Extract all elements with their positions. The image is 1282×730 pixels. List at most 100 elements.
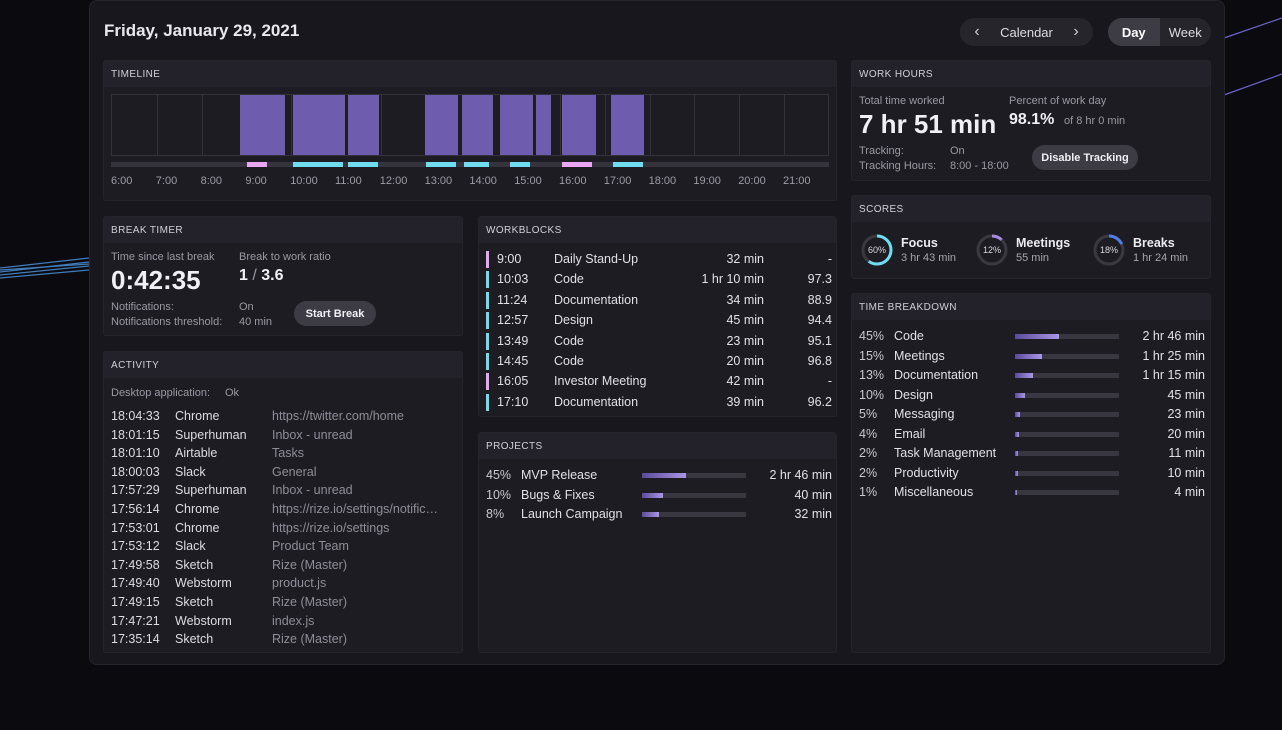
disable-tracking-button[interactable]: Disable Tracking bbox=[1032, 145, 1138, 170]
activity-time: 17:35:14 bbox=[111, 632, 160, 647]
project-row[interactable]: 45% MVP Release 2 hr 46 min bbox=[486, 467, 832, 484]
timeline-workblock-marker bbox=[348, 162, 378, 167]
timeline-activity-block[interactable] bbox=[536, 95, 551, 155]
score-percent: 60% bbox=[867, 245, 886, 255]
notifications-value: On bbox=[239, 301, 254, 313]
workblock-duration: 23 min bbox=[726, 333, 764, 348]
project-row[interactable]: 8% Launch Campaign 32 min bbox=[486, 506, 832, 523]
timeline-gridline bbox=[739, 95, 741, 155]
chevron-left-icon[interactable]: ‹ bbox=[974, 23, 980, 40]
activity-time: 17:56:14 bbox=[111, 502, 160, 516]
scores-title: SCORES bbox=[852, 196, 1210, 222]
break-timer-title: BREAK TIMER bbox=[104, 217, 462, 243]
workblock-duration: 42 min bbox=[726, 374, 764, 389]
view-day-button[interactable]: Day bbox=[1108, 18, 1160, 46]
date-title: Friday, January 29, 2021 bbox=[104, 21, 300, 40]
workblock-row[interactable]: 12:57 Design 45 min 94.4 bbox=[486, 312, 832, 330]
activity-row: 17:53:12 Slack Product Team bbox=[111, 539, 461, 557]
desktop-app-label: Desktop application: bbox=[111, 387, 211, 399]
time-breakdown-row[interactable]: 4% Email 20 min bbox=[859, 426, 1205, 443]
activity-detail: Product Team bbox=[272, 539, 349, 554]
timeline-gridline bbox=[380, 95, 382, 155]
category-percent: 13% bbox=[859, 368, 885, 382]
timeline-activity-block[interactable] bbox=[293, 95, 345, 155]
chevron-right-icon[interactable]: › bbox=[1073, 23, 1079, 40]
view-toggle: Day Week bbox=[1108, 18, 1211, 46]
timeline-activity-block[interactable] bbox=[500, 95, 533, 155]
activity-app: Slack bbox=[175, 464, 206, 479]
timeline-activity-block[interactable] bbox=[240, 95, 285, 155]
category-progress-track bbox=[1015, 490, 1119, 495]
workblock-row[interactable]: 10:03 Code 1 hr 10 min 97.3 bbox=[486, 271, 832, 289]
time-breakdown-row[interactable]: 1% Miscellaneous 4 min bbox=[859, 484, 1205, 501]
score-label: Meetings bbox=[1016, 236, 1071, 250]
workblock-duration: 32 min bbox=[726, 252, 764, 266]
activity-row: 17:53:01 Chrome https://rize.io/settings bbox=[111, 521, 461, 539]
workblock-row[interactable]: 17:10 Documentation 39 min 96.2 bbox=[486, 393, 832, 411]
activity-app: Webstorm bbox=[175, 613, 232, 628]
time-breakdown-row[interactable]: 15% Meetings 1 hr 25 min bbox=[859, 348, 1205, 365]
view-week-button[interactable]: Week bbox=[1168, 24, 1202, 40]
workblock-score: 88.9 bbox=[807, 292, 832, 307]
timeline-gridline bbox=[560, 95, 561, 155]
activity-app: Superhuman bbox=[175, 427, 247, 442]
activity-app: Chrome bbox=[175, 409, 220, 423]
category-duration: 10 min bbox=[1167, 465, 1205, 480]
percent-workday-value: 98.1% bbox=[1009, 111, 1055, 128]
workblock-duration: 45 min bbox=[726, 313, 764, 328]
notifications-threshold-value: 40 min bbox=[239, 316, 273, 328]
activity-row: 17:56:14 Chrome https://rize.io/settings/n… bbox=[111, 502, 461, 520]
timeline-activity-block[interactable] bbox=[611, 95, 644, 155]
timeline-hour-label: 19:00 bbox=[693, 175, 721, 187]
timeline-activity-block[interactable] bbox=[425, 95, 458, 155]
timeline-activity-block[interactable] bbox=[462, 95, 493, 155]
calendar-button[interactable]: Calendar bbox=[1000, 24, 1053, 40]
timeline-activity-block[interactable] bbox=[348, 95, 379, 155]
category-name: Meetings bbox=[894, 348, 945, 363]
workblocks-title: WORKBLOCKS bbox=[479, 217, 836, 243]
workblock-name: Documentation bbox=[554, 394, 639, 409]
time-breakdown-row[interactable]: 5% Messaging 23 min bbox=[859, 406, 1205, 423]
workblock-row[interactable]: 14:45 Code 20 min 96.8 bbox=[486, 353, 832, 370]
activity-time: 17:53:01 bbox=[111, 520, 160, 535]
workblock-row[interactable]: 16:05 Investor Meeting 42 min - bbox=[486, 373, 832, 391]
category-progress-fill bbox=[1015, 412, 1021, 417]
time-breakdown-row[interactable]: 45% Code 2 hr 46 min bbox=[859, 328, 1205, 345]
break-timer-panel: BREAK TIMER Time since last break 0:42:3… bbox=[103, 216, 463, 336]
category-progress-fill bbox=[1015, 334, 1059, 339]
activity-panel: ACTIVITY Desktop application: Ok 18:04:3… bbox=[103, 351, 463, 653]
workblock-duration: 20 min bbox=[726, 354, 764, 368]
activity-app: Sketch bbox=[175, 632, 214, 647]
time-breakdown-row[interactable]: 2% Task Management 11 min bbox=[859, 445, 1205, 462]
activity-time: 18:04:33 bbox=[111, 409, 160, 423]
timeline-hour-label: 6:00 bbox=[111, 175, 133, 187]
time-breakdown-row[interactable]: 13% Documentation 1 hr 15 min bbox=[859, 367, 1205, 384]
workblock-time: 14:45 bbox=[497, 354, 529, 368]
workblock-row[interactable]: 9:00 Daily Stand-Up 32 min - bbox=[486, 251, 832, 268]
projects-title: PROJECTS bbox=[479, 433, 836, 459]
workblock-row[interactable]: 13:49 Code 23 min 95.1 bbox=[486, 332, 832, 350]
time-breakdown-row[interactable]: 2% Productivity 10 min bbox=[859, 465, 1205, 482]
start-break-button[interactable]: Start Break bbox=[294, 301, 376, 326]
workblock-row[interactable]: 11:24 Documentation 34 min 88.9 bbox=[486, 291, 832, 309]
category-duration: 11 min bbox=[1168, 446, 1205, 460]
category-name: Miscellaneous bbox=[894, 485, 974, 499]
workblock-time: 9:00 bbox=[497, 252, 522, 266]
activity-row: 17:49:58 Sketch Rize (Master) bbox=[111, 558, 461, 576]
time-breakdown-row[interactable]: 10% Design 45 min bbox=[859, 387, 1205, 404]
workblock-score: 96.2 bbox=[807, 394, 832, 409]
timeline-hour-label: 18:00 bbox=[648, 175, 677, 187]
project-row[interactable]: 10% Bugs & Fixes 40 min bbox=[486, 487, 832, 504]
percent-workday-of: of 8 hr 0 min bbox=[1064, 115, 1126, 127]
timeline-title: TIMELINE bbox=[104, 61, 836, 87]
activity-app: Airtable bbox=[175, 446, 218, 461]
workblock-color-bar bbox=[486, 353, 489, 370]
timeline-activity-block[interactable] bbox=[562, 95, 596, 155]
project-progress-track bbox=[642, 512, 746, 518]
activity-time: 17:57:29 bbox=[111, 483, 160, 498]
category-duration: 45 min bbox=[1167, 387, 1205, 402]
score-time: 3 hr 43 min bbox=[901, 252, 957, 264]
project-progress-fill bbox=[642, 512, 659, 518]
timeline-workblock-marker bbox=[247, 162, 267, 167]
time-breakdown-title: TIME BREAKDOWN bbox=[852, 294, 1210, 320]
